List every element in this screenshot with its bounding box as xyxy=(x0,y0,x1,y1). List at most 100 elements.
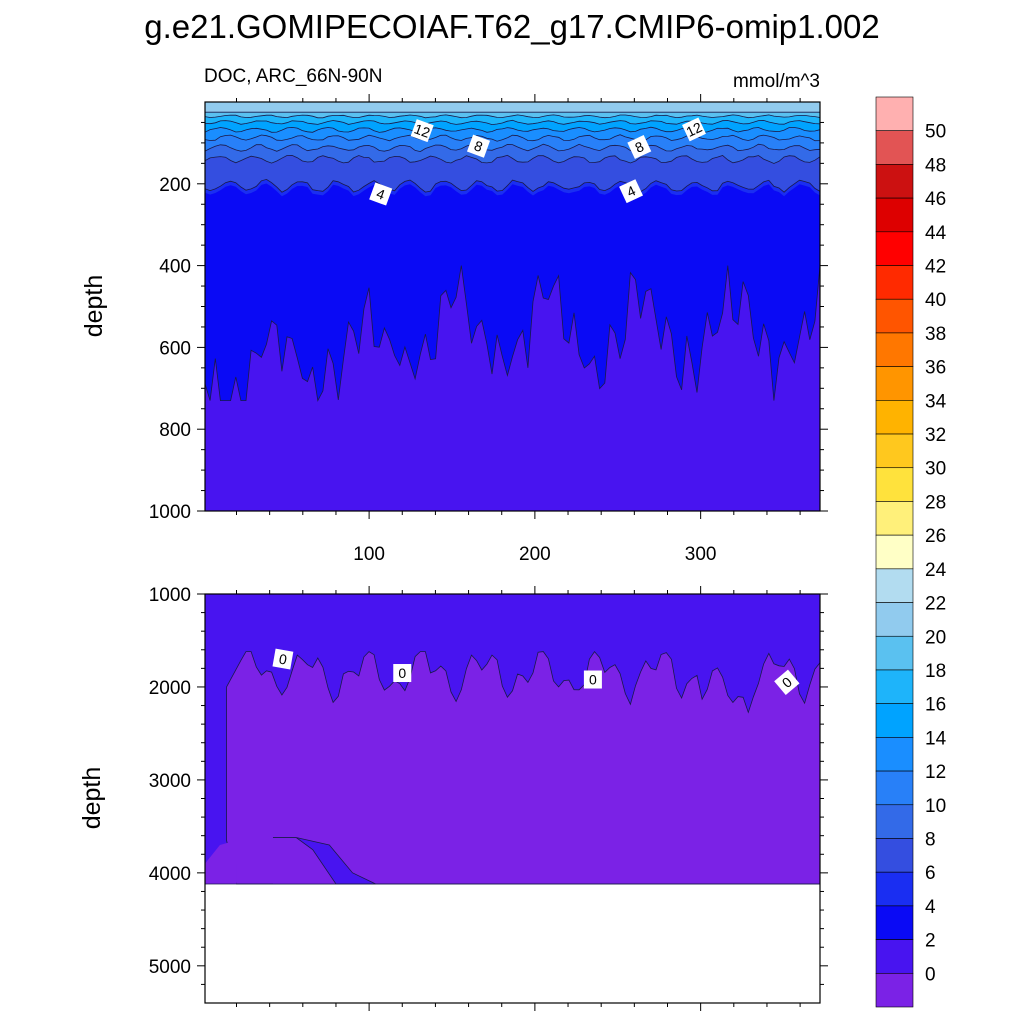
lower-contour-label: 0 xyxy=(272,648,294,670)
colorbar-swatch xyxy=(875,265,914,300)
lower-contour-fills xyxy=(205,594,821,885)
colorbar-label: 2 xyxy=(925,931,936,952)
colorbar-label: 44 xyxy=(925,223,947,244)
upper-y-tick-label: 1000 xyxy=(149,502,191,523)
colorbar-swatch xyxy=(875,197,914,233)
units-label: mmol/m^3 xyxy=(733,71,820,92)
lower-left-pocket xyxy=(205,840,237,885)
colorbar-swatch xyxy=(875,130,914,165)
lower-floor-fill xyxy=(272,837,336,885)
upper-y-tick-label: 600 xyxy=(159,338,191,359)
upper-contour-line-6 xyxy=(204,154,821,164)
lower-y-tick-label: 4000 xyxy=(149,864,191,885)
colorbar-swatch xyxy=(875,96,914,132)
colorbar-swatch xyxy=(875,467,914,502)
colorbar-label: 24 xyxy=(925,560,947,581)
colorbar-label: 10 xyxy=(925,796,946,817)
lower-y-axis-label: depth xyxy=(78,767,106,830)
lower-contour-labels: 0 0 0 0 xyxy=(272,648,800,695)
colorbar-label: 50 xyxy=(925,122,946,143)
colorbar-swatch xyxy=(875,534,914,570)
colorbar-swatch xyxy=(875,366,914,401)
colorbar-swatch xyxy=(875,737,914,772)
lower-panel: 1000 2000 3000 4000 5000 0 0 0 0 depth xyxy=(78,585,828,1011)
colorbar-label: 14 xyxy=(925,728,947,749)
colorbar-label: 22 xyxy=(925,594,946,615)
lower-contour-label-box xyxy=(583,670,602,689)
colorbar-swatch xyxy=(875,231,914,266)
upper-contour-fills xyxy=(205,102,820,512)
upper-contour-label: 8 xyxy=(466,134,491,158)
lower-y-tick-label: 5000 xyxy=(149,957,191,978)
upper-axis-ticks: 200 400 600 800 1000 100 200 300 xyxy=(149,94,828,565)
upper-contour-line-2 xyxy=(204,119,821,126)
left-subtitle: DOC, ARC_66N-90N xyxy=(204,66,382,87)
lower-contour-label: 0 xyxy=(393,664,412,683)
upper-contour-line-4 xyxy=(204,134,821,142)
colorbar-label: 30 xyxy=(925,459,946,480)
upper-panel: 200 400 600 800 1000 100 200 300 12 12 8 8 4 4 depth xyxy=(80,94,828,565)
lower-y-tick-label: 3000 xyxy=(149,771,191,792)
upper-contour-label: 4 xyxy=(369,182,393,206)
colorbar-label: 38 xyxy=(925,324,946,345)
colorbar-swatch xyxy=(875,164,914,199)
colorbar-label: 28 xyxy=(925,492,946,513)
upper-contour-label: 8 xyxy=(627,135,652,159)
upper-contour-label-text: 12 xyxy=(684,119,705,140)
colorbar-label: 18 xyxy=(925,661,946,682)
colorbar-swatch xyxy=(875,501,914,536)
upper-contour-label-box xyxy=(619,179,643,204)
colorbar-label: 36 xyxy=(925,358,946,379)
upper-contour-line-deep xyxy=(204,265,821,402)
figure-title: g.e21.GOMIPECOIAF.T62_g17.CMIP6-omip1.00… xyxy=(144,8,880,45)
colorbar-label: 20 xyxy=(925,627,946,648)
colorbar-label: 8 xyxy=(925,829,936,850)
upper-contour-label-text: 12 xyxy=(412,120,432,140)
lower-contour-label: 0 xyxy=(774,669,800,695)
upper-x-tick-label: 100 xyxy=(353,544,385,565)
colorbar-label: 42 xyxy=(925,257,946,278)
upper-contour-label-box xyxy=(627,135,652,159)
upper-y-tick-label: 400 xyxy=(159,257,191,278)
colorbar-swatch xyxy=(875,568,914,603)
colorbar-swatch xyxy=(875,905,914,940)
lower-contour-label-box xyxy=(774,669,800,695)
lower-contour-label-box xyxy=(272,648,294,670)
upper-band-0to2 xyxy=(205,265,820,511)
colorbar-swatch xyxy=(875,433,914,469)
lower-contour-label-text: 0 xyxy=(398,665,406,681)
upper-contour-line-5 xyxy=(204,143,821,153)
lower-contour-label-box xyxy=(393,664,412,683)
colorbar: 5048464442403836343230282624222018161412… xyxy=(875,96,947,1008)
colorbar-swatch xyxy=(875,635,914,671)
upper-contour-lines xyxy=(204,111,821,402)
colorbar-swatch xyxy=(875,400,914,435)
upper-contour-line-1 xyxy=(204,114,821,119)
colorbar-label: 6 xyxy=(925,863,936,884)
colorbar-swatch xyxy=(875,871,914,907)
colorbar-swatch xyxy=(875,298,914,334)
colorbar-swatch xyxy=(875,332,914,367)
upper-y-axis-label: depth xyxy=(80,275,108,338)
upper-contour-label: 4 xyxy=(619,179,643,204)
colorbar-label: 32 xyxy=(925,425,946,446)
colorbar-label: 48 xyxy=(925,155,946,176)
colorbar-label: 16 xyxy=(925,695,946,716)
upper-contour-labels: 12 12 8 8 4 4 xyxy=(369,117,706,206)
upper-contour-label: 12 xyxy=(682,117,706,142)
upper-contour-label-box xyxy=(466,134,491,158)
upper-contour-line-3 xyxy=(204,126,821,133)
upper-contour-label-box xyxy=(682,117,706,142)
colorbar-swatch xyxy=(875,770,914,806)
colorbar-label: 46 xyxy=(925,189,946,210)
colorbar-swatch xyxy=(875,972,914,1008)
colorbar-swatch xyxy=(875,838,914,873)
colorbar-label: 0 xyxy=(925,964,936,985)
colorbar-swatch xyxy=(875,669,914,704)
lower-contour-label-text: 0 xyxy=(589,672,597,688)
upper-x-tick-label: 300 xyxy=(685,544,717,565)
upper-y-tick-label: 800 xyxy=(159,420,191,441)
lower-y-tick-label: 1000 xyxy=(149,585,191,606)
lower-contour-label: 0 xyxy=(583,670,602,689)
